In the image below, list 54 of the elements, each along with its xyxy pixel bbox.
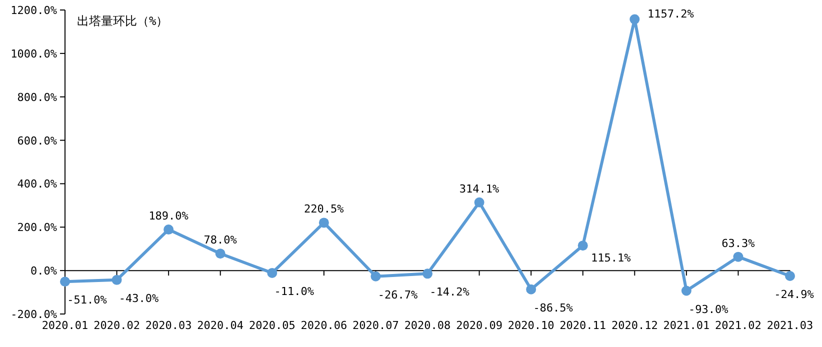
- data-label: -24.9%: [774, 288, 814, 301]
- data-label: 1157.2%: [647, 7, 694, 20]
- data-label: 63.3%: [722, 236, 756, 250]
- point: [785, 270, 795, 281]
- x-tick-label: 2020.10: [508, 319, 554, 332]
- data-label: -26.7%: [378, 288, 418, 302]
- point: [318, 218, 329, 228]
- y-tick-label: 200.0%: [17, 221, 58, 234]
- y-tick-label: 1200.0%: [10, 4, 58, 17]
- point: [630, 14, 640, 24]
- y-tick-label: 400.0%: [17, 178, 58, 191]
- data-label: -11.0%: [274, 284, 314, 298]
- point: [474, 197, 484, 208]
- point: [733, 252, 744, 262]
- data-label: 220.5%: [304, 202, 344, 216]
- x-tick-label: 2020.11: [560, 319, 606, 332]
- point: [112, 274, 122, 285]
- x-tick-label: 2020.09: [456, 319, 502, 332]
- x-tick-label: 2020.07: [352, 319, 399, 332]
- x-tick-label: 2020.05: [248, 319, 296, 332]
- data-label: -51.0%: [67, 294, 108, 307]
- point: [215, 248, 226, 259]
- point: [267, 268, 278, 278]
- data-label: 78.0%: [204, 234, 238, 247]
- point: [681, 286, 692, 296]
- point: [526, 284, 536, 294]
- x-tick-label: 2020.08: [404, 319, 451, 332]
- point: [370, 271, 381, 282]
- y-tick-label: 600.0%: [17, 134, 58, 148]
- data-label: -43.0%: [118, 292, 160, 305]
- x-tick-label: 2020.02: [94, 319, 140, 332]
- y-tick-label: -200.0%: [10, 308, 58, 321]
- y-tick-label: 1000.0%: [10, 47, 58, 60]
- data-label: 189.0%: [148, 210, 189, 223]
- x-tick-label: 2020.01: [42, 319, 88, 332]
- y-tick-label: 800.0%: [17, 90, 58, 104]
- point: [422, 268, 432, 279]
- data-label: -86.5%: [533, 301, 574, 314]
- data-label: -93.0%: [688, 302, 729, 316]
- y-tick-label: 0.0%: [30, 264, 58, 278]
- point: [164, 224, 174, 235]
- x-tick-label: 2021.02: [715, 319, 762, 332]
- x-tick-label: 2020.04: [197, 319, 244, 332]
- x-tick-label: 2021.01: [663, 319, 710, 332]
- point: [578, 240, 588, 251]
- data-label: -14.2%: [430, 286, 470, 299]
- data-label: 115.1%: [590, 252, 632, 265]
- chart-title: 出塔量环比（%）: [77, 14, 168, 28]
- point: [60, 276, 70, 287]
- x-tick-label: 2020.12: [611, 319, 658, 332]
- x-tick-label: 2020.06: [300, 319, 348, 332]
- data-label: 314.1%: [459, 182, 500, 196]
- x-tick-label: 2021.03: [766, 319, 814, 332]
- x-tick-label: 2020.03: [145, 319, 192, 332]
